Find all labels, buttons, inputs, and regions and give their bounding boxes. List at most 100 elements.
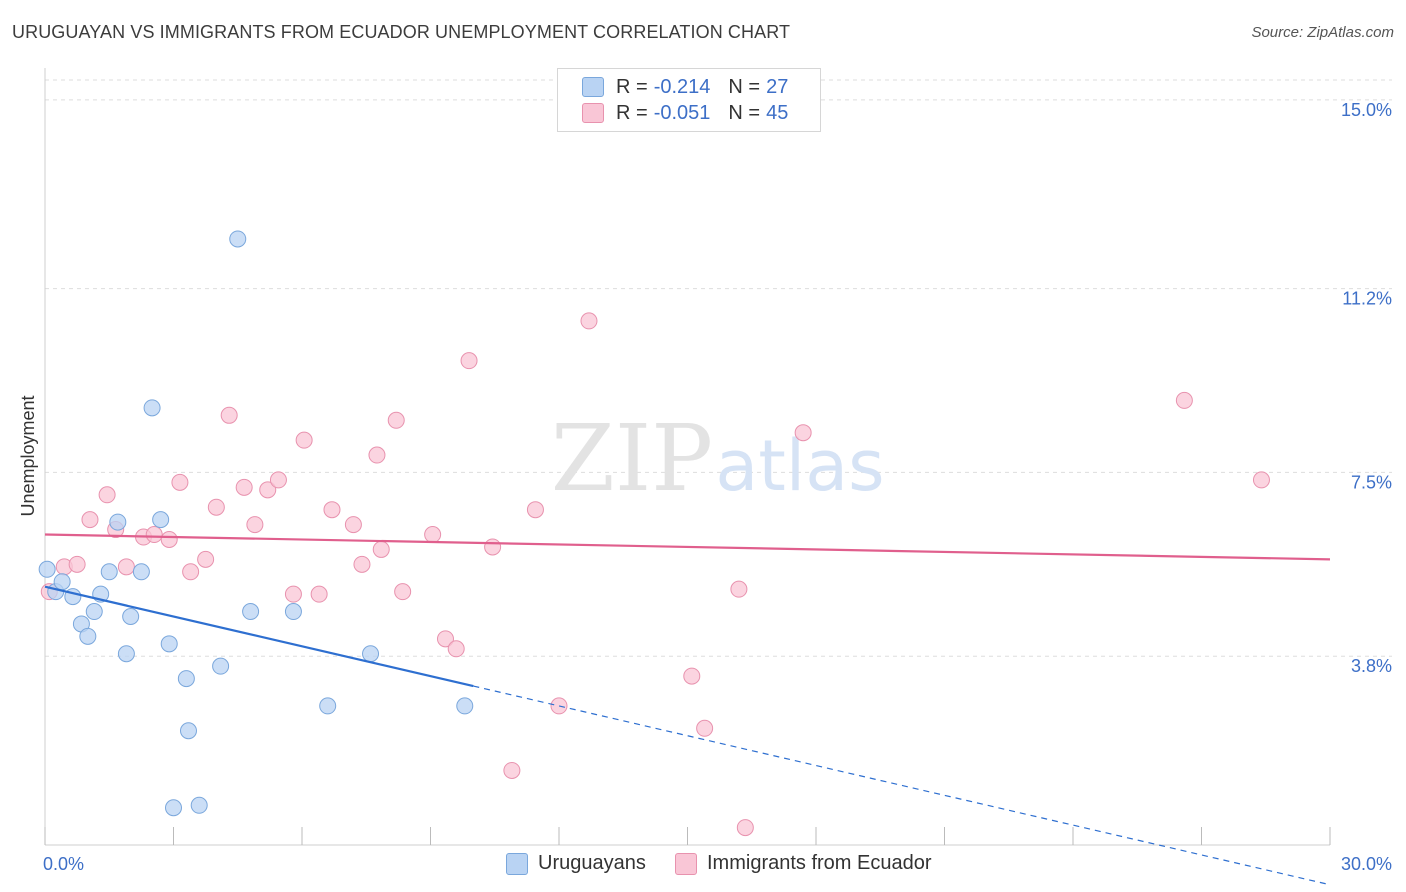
blue-swatch — [582, 77, 604, 97]
legend-row-ecuador: R = -0.051 N = 45 — [582, 100, 788, 126]
y-axis-label: Unemployment — [18, 395, 38, 516]
watermark-zip: ZIP — [551, 405, 713, 512]
ecuador-point — [436, 630, 454, 648]
ecuador-point — [730, 580, 748, 598]
n-label: N = — [728, 101, 761, 124]
ecuador-point — [117, 558, 135, 576]
y-tick-label: 3.8% — [1351, 656, 1392, 676]
watermark: ZIP atlas — [551, 405, 885, 512]
ecuador-point — [387, 411, 405, 429]
ecuador-point — [696, 719, 714, 737]
source-label: Source: ZipAtlas.com — [1251, 24, 1394, 41]
ecuador-point — [98, 486, 116, 504]
uruguayan-point — [177, 670, 195, 688]
pink-swatch — [675, 852, 697, 875]
gridlines — [45, 79, 1392, 657]
uruguayan-trend-extension — [473, 685, 1331, 886]
y-tick-label: 7.5% — [1351, 472, 1392, 492]
y-tick-label: 11.2% — [1342, 289, 1392, 309]
ecuador-point — [310, 585, 328, 603]
ecuador-point — [246, 516, 264, 534]
n-label: N = — [728, 75, 761, 98]
ecuador-point — [447, 640, 465, 658]
legend-item-ecuador[interactable]: Immigrants from Ecuador — [675, 852, 932, 875]
ecuador-point — [368, 446, 386, 464]
ecuador-point — [235, 478, 253, 496]
ecuador-point — [344, 516, 362, 534]
x-tick-label: 0.0% — [43, 854, 84, 874]
ecuador-point — [394, 583, 412, 601]
uruguayan-point — [152, 511, 170, 529]
x-tick-label: 30.0% — [1341, 854, 1392, 874]
ecuador-point — [484, 538, 502, 556]
uruguayan-point — [122, 607, 140, 625]
uruguayan-point — [79, 627, 97, 645]
uruguayan-point — [179, 722, 197, 740]
tick-labels: 3.8% 7.5% 11.2% 15.0% 0.0% 30.0% — [43, 100, 1392, 874]
uruguayan-point — [242, 603, 260, 621]
uruguayan-point — [362, 645, 380, 663]
uruguayan-point — [456, 697, 474, 715]
ecuador-point — [353, 555, 371, 573]
r-label: R = — [616, 101, 648, 124]
ecuador-point — [372, 540, 390, 558]
uruguayan-trend-line — [44, 585, 474, 688]
n-value: 27 — [766, 75, 789, 98]
series-legend: Uruguayans Immigrants from Ecuador — [0, 852, 1406, 878]
y-tick-label: 15.0% — [1341, 100, 1392, 120]
uruguayan-point — [53, 573, 71, 591]
ecuador-point — [526, 501, 544, 519]
legend-item-uruguayans[interactable]: Uruguayans — [506, 852, 646, 875]
uruguayan-point — [117, 645, 135, 663]
uruguayan-point — [143, 399, 161, 417]
legend-row-uruguayans: R = -0.214 N = 27 — [582, 74, 788, 100]
ecuador-point — [460, 352, 478, 370]
uruguayan-point — [100, 563, 118, 581]
ecuador-point — [1252, 471, 1270, 489]
ecuador-point — [145, 526, 163, 544]
uruguayan-point — [319, 697, 337, 715]
ecuador-point — [269, 471, 287, 489]
data-points — [38, 230, 1270, 837]
ecuador-point — [220, 406, 238, 424]
ecuador-point — [284, 585, 302, 603]
legend-label: Immigrants from Ecuador — [707, 852, 932, 874]
ecuador-point — [197, 550, 215, 568]
uruguayan-point — [229, 230, 247, 248]
ecuador-point — [182, 563, 200, 581]
uruguayan-point — [284, 603, 302, 621]
ecuador-point — [259, 481, 277, 499]
ecuador-point — [171, 473, 189, 491]
ecuador-point — [580, 312, 598, 330]
ecuador-point — [323, 501, 341, 519]
ecuador-point — [794, 424, 812, 442]
trend-lines — [44, 533, 1331, 886]
legend-label: Uruguayans — [538, 852, 646, 874]
ecuador-point — [424, 526, 442, 544]
ecuador-trend-line — [44, 533, 1331, 561]
uruguayan-point — [160, 635, 178, 653]
ecuador-point — [550, 697, 568, 715]
uruguayan-point — [85, 603, 103, 621]
stats-legend: R = -0.214 N = 27 R = -0.051 N = 45 — [557, 68, 821, 132]
ecuador-point — [1175, 391, 1193, 409]
blue-swatch — [506, 852, 528, 875]
ecuador-point — [160, 530, 178, 548]
uruguayan-point — [132, 563, 150, 581]
ecuador-point — [81, 511, 99, 529]
uruguayan-point — [190, 796, 208, 814]
axes — [44, 68, 1331, 846]
r-label: R = — [616, 75, 648, 98]
ecuador-point — [503, 761, 521, 779]
r-value: -0.214 — [653, 75, 711, 98]
pink-swatch — [582, 103, 604, 123]
ecuador-point — [295, 431, 313, 449]
ecuador-point — [683, 667, 701, 685]
ecuador-point — [68, 555, 86, 573]
uruguayan-point — [38, 560, 56, 578]
uruguayan-point — [109, 513, 127, 531]
chart-title: URUGUAYAN VS IMMIGRANTS FROM ECUADOR UNE… — [12, 22, 791, 42]
ecuador-point — [207, 498, 225, 516]
n-value: 45 — [766, 101, 789, 124]
